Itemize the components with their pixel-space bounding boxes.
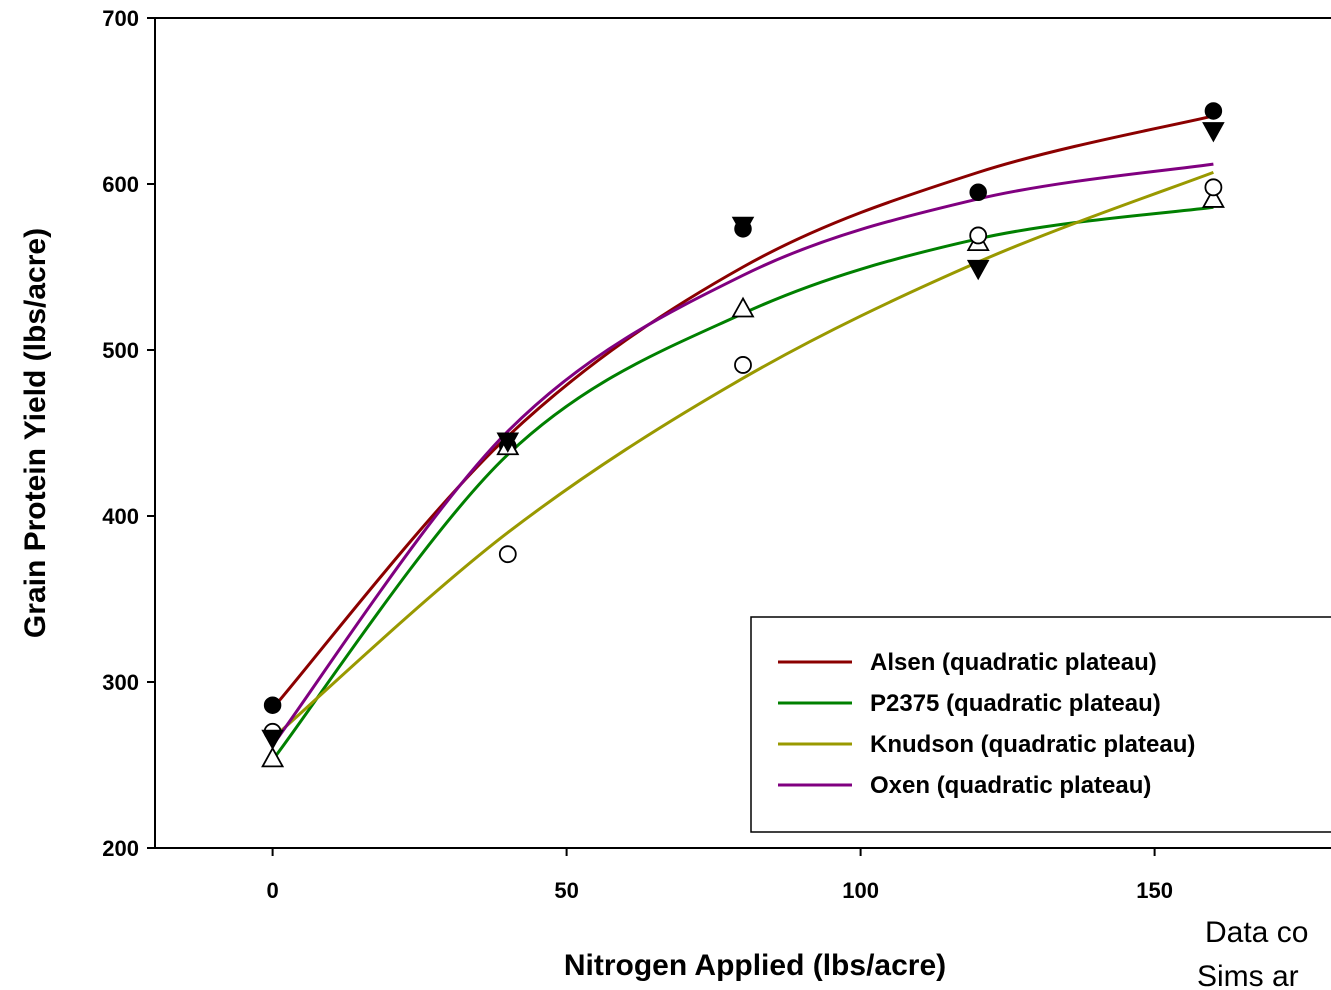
- credit-line-2: Sims ar: [1197, 960, 1299, 990]
- data-point: [1201, 187, 1225, 208]
- y-tick-label: 600: [102, 172, 139, 197]
- data-point: [734, 356, 752, 374]
- fit-line: [271, 170, 1214, 740]
- tick-labels: 200 300 400 500 600 700 0 50 100 150: [102, 6, 1173, 903]
- data-point: [263, 696, 282, 714]
- y-tick-label: 300: [102, 670, 139, 695]
- data-point: [261, 746, 285, 768]
- x-tick-label: 0: [266, 878, 278, 903]
- credit-line-1: Data co: [1205, 916, 1308, 949]
- y-tick-label: 700: [102, 6, 139, 31]
- data-point: [496, 432, 520, 453]
- data-point: [1204, 178, 1223, 197]
- fit-line: [271, 114, 1214, 710]
- data-point: [966, 259, 990, 281]
- data-markers: [261, 102, 1225, 768]
- legend-label: Oxen (quadratic plateau): [870, 772, 1151, 799]
- axes: [147, 17, 1331, 856]
- data-point: [969, 226, 988, 245]
- y-tick-label: 500: [102, 338, 139, 363]
- y-axis-title: Grain Protein Yield (lbs/acre): [19, 228, 52, 638]
- legend: Alsen (quadratic plateau) P2375 (quadrati…: [750, 616, 1331, 833]
- y-tick-label: 400: [102, 504, 139, 529]
- data-point: [969, 183, 987, 202]
- legend-label: P2375 (quadratic plateau): [870, 690, 1161, 717]
- data-point: [731, 216, 755, 238]
- fit-lines: [271, 114, 1214, 761]
- fit-line: [271, 205, 1214, 761]
- legend-box: [750, 616, 1331, 833]
- legend-label: Alsen (quadratic plateau): [870, 649, 1157, 676]
- x-tick-label: 100: [842, 878, 879, 903]
- x-tick-label: 150: [1136, 878, 1173, 903]
- x-axis-title: Nitrogen Applied (lbs/acre): [564, 949, 946, 982]
- fit-line: [271, 162, 1214, 746]
- data-point: [1204, 102, 1223, 120]
- data-point: [1202, 122, 1225, 143]
- legend-label: Knudson (quadratic plateau): [870, 731, 1195, 758]
- x-tick-label: 50: [554, 878, 578, 903]
- data-credit: Data co Sims ar: [1197, 916, 1308, 990]
- y-tick-label: 200: [102, 836, 139, 861]
- data-point: [498, 545, 517, 564]
- data-point: [731, 296, 755, 318]
- data-point: [261, 729, 284, 750]
